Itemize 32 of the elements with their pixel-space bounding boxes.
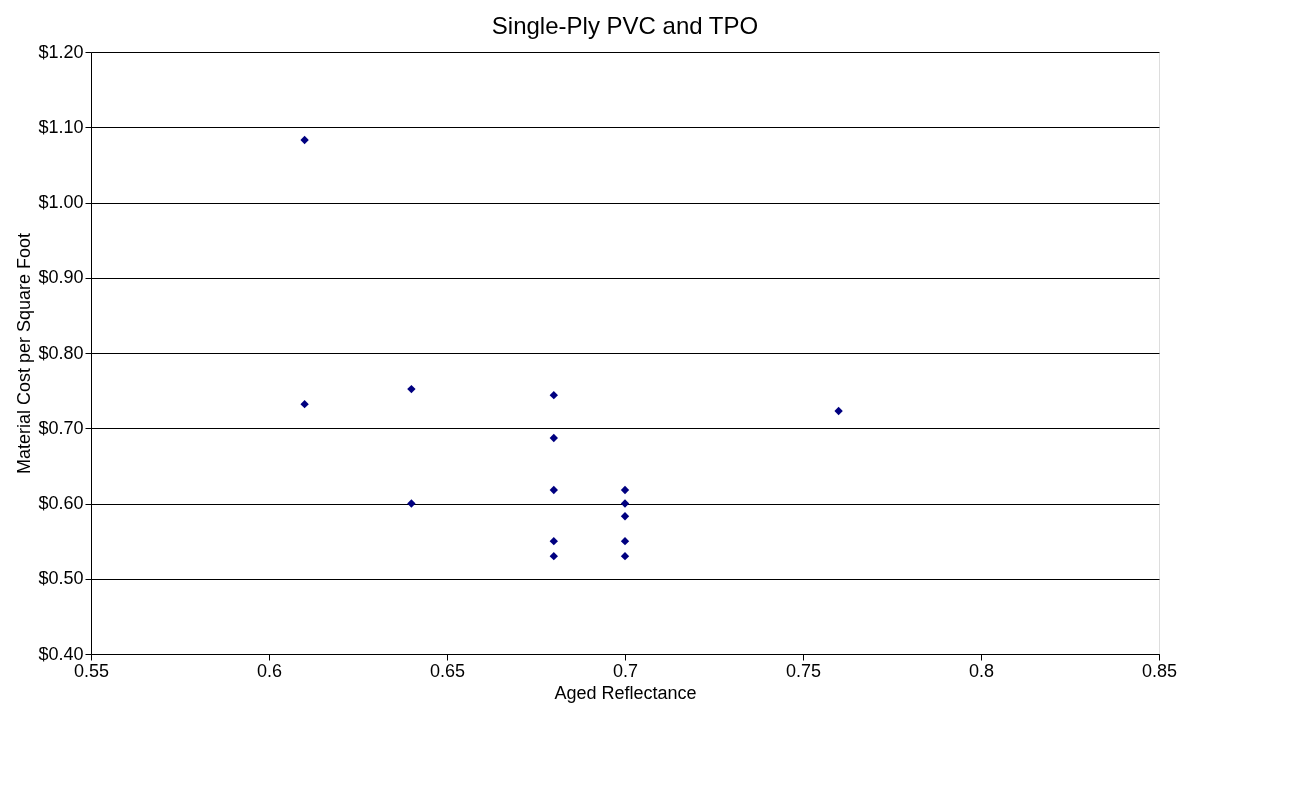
point [620,485,630,495]
y-tick-label: $0.50 [38,568,84,589]
x-tick-label: 0.75 [785,660,822,681]
y-tick-label: $0.70 [38,417,84,438]
x-axis-title: Aged Reflectance [554,682,697,703]
point [620,512,630,521]
point [300,399,309,409]
y-tick-label: $0.80 [38,342,84,363]
x-tick-label: 0.6 [256,660,283,681]
point [620,551,630,561]
y-tick-label: $1.20 [38,41,84,62]
y-tick-label: $0.90 [38,267,84,288]
point [549,536,558,546]
point [549,551,558,561]
point [549,390,558,400]
x-tick-label: 0.8 [968,660,995,681]
x-tick-label: 0.85 [1141,660,1178,681]
x-tick-label: 0.65 [429,660,466,681]
chart-title: Single-Ply PVC and TPO [491,12,759,39]
y-axis-title: Material Cost per Square Foot [14,232,35,475]
x-tick-label: 0.7 [612,660,639,681]
y-tick-label: $0.60 [38,493,84,513]
point [300,135,309,145]
point [549,485,558,495]
point [407,499,416,508]
y-tick-label: $1.10 [38,116,84,137]
point [549,433,558,443]
point [620,499,630,508]
y-tick-label: $1.00 [38,192,84,212]
point [407,384,416,394]
point [834,406,843,416]
point [620,536,630,546]
